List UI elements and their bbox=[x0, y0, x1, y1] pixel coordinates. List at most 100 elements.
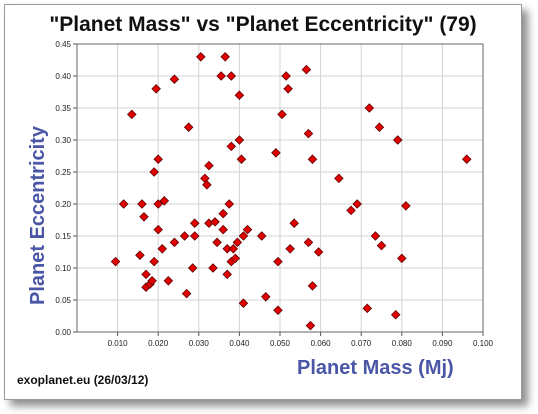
data-point bbox=[202, 180, 212, 190]
data-point bbox=[135, 250, 145, 260]
data-point bbox=[346, 205, 356, 216]
x-tick-label: 0.050 bbox=[270, 339, 291, 348]
data-point bbox=[271, 148, 281, 158]
data-point bbox=[163, 276, 174, 286]
data-point bbox=[390, 309, 401, 320]
data-point bbox=[159, 196, 170, 206]
x-tick-label: 0.080 bbox=[392, 339, 413, 348]
x-tick-label: 0.030 bbox=[189, 339, 210, 348]
data-point bbox=[301, 64, 312, 75]
data-point bbox=[392, 135, 403, 145]
data-point bbox=[220, 52, 230, 62]
data-point bbox=[374, 122, 385, 132]
y-tick-label: 0.30 bbox=[55, 136, 71, 145]
data-point bbox=[110, 256, 121, 267]
data-point bbox=[189, 218, 200, 228]
y-tick-label: 0.35 bbox=[55, 104, 71, 113]
data-point bbox=[236, 154, 247, 164]
data-point bbox=[226, 141, 237, 152]
data-point bbox=[147, 276, 157, 286]
data-point bbox=[242, 224, 253, 235]
data-point bbox=[281, 71, 291, 81]
y-tick-label: 0.20 bbox=[55, 200, 71, 209]
data-point bbox=[187, 263, 198, 273]
data-point bbox=[238, 298, 249, 308]
data-point bbox=[137, 199, 147, 209]
data-point bbox=[169, 74, 180, 84]
data-point bbox=[210, 217, 220, 227]
y-tick-label: 0.45 bbox=[55, 40, 71, 49]
data-point bbox=[196, 52, 206, 62]
data-point bbox=[169, 237, 180, 248]
data-point bbox=[183, 122, 194, 132]
data-point bbox=[376, 240, 387, 251]
x-tick-label: 0.010 bbox=[108, 339, 129, 348]
data-point bbox=[216, 71, 226, 81]
data-point bbox=[313, 247, 324, 257]
data-point bbox=[289, 218, 299, 228]
data-point bbox=[139, 212, 149, 222]
data-point bbox=[157, 244, 168, 254]
x-tick-label: 0.090 bbox=[432, 339, 453, 348]
data-point bbox=[208, 263, 218, 273]
x-tick-label: 0.070 bbox=[351, 339, 372, 348]
x-tick-label: 0.060 bbox=[311, 339, 332, 348]
data-point bbox=[228, 244, 239, 254]
y-tick-label: 0.40 bbox=[55, 72, 71, 81]
data-point bbox=[334, 173, 344, 184]
plot-frame bbox=[76, 43, 484, 333]
data-point bbox=[151, 84, 161, 94]
data-point bbox=[307, 281, 318, 291]
data-point bbox=[273, 305, 283, 316]
x-tick-label: 0.020 bbox=[148, 339, 169, 348]
data-point bbox=[153, 199, 163, 209]
data-point bbox=[273, 256, 283, 267]
source-credit: exoplanet.eu (26/03/12) bbox=[17, 373, 149, 387]
data-point bbox=[153, 224, 163, 235]
y-tick-label: 0.05 bbox=[55, 296, 71, 305]
data-point bbox=[364, 103, 375, 113]
data-point bbox=[230, 253, 241, 264]
data-point bbox=[149, 256, 159, 267]
data-point bbox=[212, 237, 222, 248]
data-point bbox=[189, 231, 200, 241]
data-point bbox=[401, 201, 411, 211]
data-point bbox=[234, 135, 245, 145]
data-point bbox=[218, 224, 228, 235]
data-point bbox=[277, 109, 287, 120]
y-tick-label: 0.00 bbox=[55, 328, 71, 337]
chart-title: "Planet Mass" vs "Planet Eccentricity" (… bbox=[49, 13, 477, 36]
x-axis-label: Planet Mass (Mj) bbox=[297, 357, 454, 379]
y-tick-label: 0.15 bbox=[55, 232, 71, 241]
data-point bbox=[218, 208, 228, 219]
data-point bbox=[303, 128, 314, 139]
data-point bbox=[285, 244, 295, 254]
data-point bbox=[234, 90, 245, 100]
data-point bbox=[370, 231, 381, 241]
data-point bbox=[461, 154, 472, 164]
data-point bbox=[303, 237, 314, 248]
data-point bbox=[204, 160, 214, 171]
data-point bbox=[141, 269, 151, 280]
data-point bbox=[127, 109, 137, 120]
x-tick-label: 0.040 bbox=[229, 339, 250, 348]
data-point bbox=[222, 269, 232, 280]
data-point bbox=[305, 320, 316, 331]
data-point bbox=[362, 303, 373, 314]
data-point bbox=[181, 288, 192, 299]
data-point bbox=[307, 154, 318, 164]
data-point bbox=[153, 154, 163, 164]
data-point bbox=[149, 167, 159, 177]
data-point bbox=[118, 199, 129, 209]
data-point bbox=[352, 199, 362, 209]
x-tick-label: 0.100 bbox=[473, 339, 494, 348]
data-point bbox=[224, 199, 235, 209]
data-point bbox=[232, 237, 243, 248]
y-tick-label: 0.25 bbox=[55, 168, 71, 177]
data-point bbox=[226, 71, 237, 81]
data-point bbox=[179, 231, 190, 241]
data-point bbox=[283, 84, 293, 94]
y-tick-label: 0.10 bbox=[55, 264, 71, 273]
data-point bbox=[238, 231, 249, 241]
